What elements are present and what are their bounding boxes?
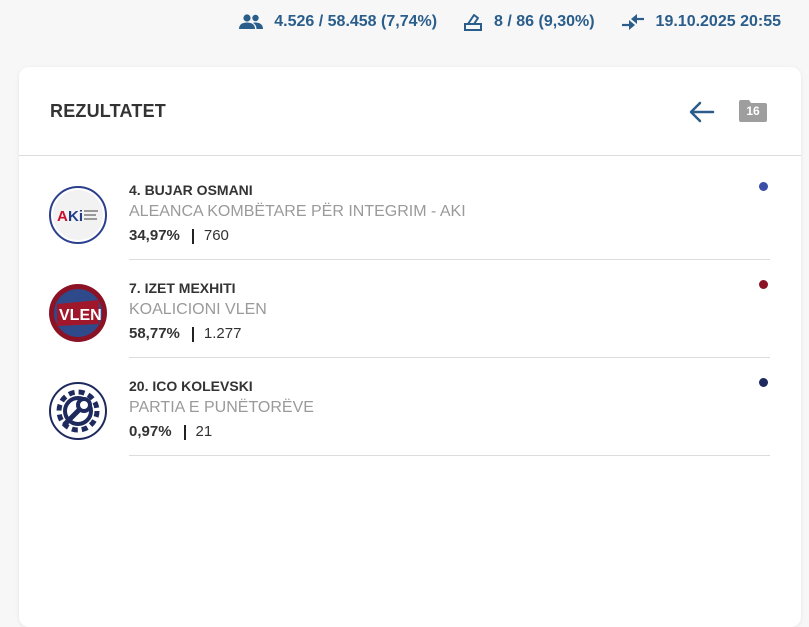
party-color-dot xyxy=(759,182,768,191)
vote-count: 760 xyxy=(203,227,229,244)
candidate-name: 7. IZET MEXHITI xyxy=(129,280,236,296)
vote-percent: 0,97% xyxy=(129,423,172,440)
separator xyxy=(191,228,194,244)
divider xyxy=(129,357,770,358)
folder-button[interactable]: 16 xyxy=(739,100,767,122)
result-line: 58,77% 1.277 xyxy=(129,323,769,345)
stations-stat: 8 / 86 (9,30%) xyxy=(463,12,595,32)
vlen-logo-text: VLEN xyxy=(59,307,102,324)
separator xyxy=(191,326,194,342)
candidate-name: 20. ICO KOLEVSKI xyxy=(129,378,253,394)
list-item[interactable]: A Ki 4. BUJAR OSMANI ALEANCA KOMBËTARE P… xyxy=(19,157,801,260)
people-icon xyxy=(239,14,264,29)
party-logo-vlen[interactable]: VLEN xyxy=(49,284,107,342)
svg-text:Ki: Ki xyxy=(68,208,83,225)
candidate-info: 4. BUJAR OSMANI ALEANCA KOMBËTARE PËR IN… xyxy=(129,181,769,247)
result-line: 0,97% 21 xyxy=(129,421,769,443)
result-line: 34,97% 760 xyxy=(129,225,769,247)
ballot-box-icon xyxy=(464,14,483,31)
voters-stat-text: 4.526 / 58.458 (7,74%) xyxy=(274,13,438,30)
vote-count: 1.277 xyxy=(203,325,242,342)
updated-stat: 19.10.2025 20:55 xyxy=(621,13,781,31)
vote-percent: 34,97% xyxy=(129,227,180,244)
divider xyxy=(129,259,770,260)
divider xyxy=(129,455,770,456)
sync-arrows-icon xyxy=(621,14,644,30)
folder-icon xyxy=(739,100,767,122)
svg-text:A: A xyxy=(57,208,68,225)
party-logo-aki[interactable]: A Ki xyxy=(49,186,107,244)
vote-count: 21 xyxy=(195,423,213,440)
page-title: REZULTATET xyxy=(50,100,166,121)
separator xyxy=(183,424,186,440)
party-name: ALEANCA KOMBËTARE PËR INTEGRIM - AKI xyxy=(129,203,466,220)
arrow-left-icon[interactable] xyxy=(689,101,715,123)
top-stats-bar: 4.526 / 58.458 (7,74%) 8 / 86 (9,30%) 19… xyxy=(0,0,809,44)
party-logo-workers[interactable] xyxy=(49,382,107,440)
list-item[interactable]: 20. ICO KOLEVSKI PARTIA E PUNËTORËVE 0,9… xyxy=(19,353,801,456)
candidate-info: 20. ICO KOLEVSKI PARTIA E PUNËTORËVE 0,9… xyxy=(129,377,769,443)
folder-count: 16 xyxy=(746,104,760,118)
party-name: PARTIA E PUNËTORËVE xyxy=(129,399,314,416)
list-item[interactable]: VLEN 7. IZET MEXHITI KOALICIONI VLEN 58,… xyxy=(19,255,801,358)
stations-stat-text: 8 / 86 (9,30%) xyxy=(494,13,595,30)
party-color-dot xyxy=(759,280,768,289)
updated-stat-text: 19.10.2025 20:55 xyxy=(655,13,781,30)
party-color-dot xyxy=(759,378,768,387)
candidate-list: A Ki 4. BUJAR OSMANI ALEANCA KOMBËTARE P… xyxy=(19,157,801,456)
gear-wrench-icon xyxy=(56,389,100,433)
candidate-info: 7. IZET MEXHITI KOALICIONI VLEN 58,77% 1… xyxy=(129,279,769,345)
vote-percent: 58,77% xyxy=(129,325,180,342)
candidate-name: 4. BUJAR OSMANI xyxy=(129,182,253,198)
results-card: REZULTATET 16 A Ki xyxy=(19,67,801,627)
card-header: REZULTATET 16 xyxy=(19,67,801,156)
party-name: KOALICIONI VLEN xyxy=(129,301,267,318)
voters-stat: 4.526 / 58.458 (7,74%) xyxy=(239,13,437,31)
